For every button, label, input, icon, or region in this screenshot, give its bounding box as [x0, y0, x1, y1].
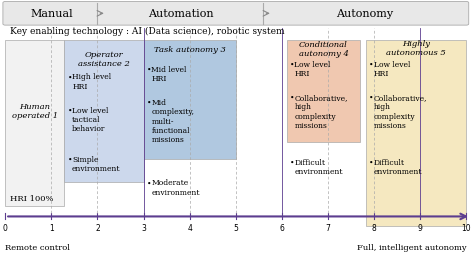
Text: Low level
HRI: Low level HRI: [374, 61, 410, 78]
Text: Autonomy: Autonomy: [337, 9, 393, 19]
Text: High level
HRI: High level HRI: [72, 73, 111, 90]
Text: 5: 5: [233, 223, 238, 232]
Text: •: •: [147, 99, 151, 107]
Text: Low level
HRI: Low level HRI: [294, 61, 331, 78]
Text: •: •: [369, 94, 374, 102]
Text: Difficult
environment: Difficult environment: [374, 158, 422, 175]
Text: Mid level
HRI: Mid level HRI: [151, 66, 187, 83]
Text: •: •: [290, 158, 294, 166]
Text: 1: 1: [49, 223, 54, 232]
Text: Collaborative,
high
complexity
missions: Collaborative, high complexity missions: [374, 94, 427, 129]
Text: Full, intelligent autonomy: Full, intelligent autonomy: [357, 243, 466, 251]
Text: •: •: [67, 73, 72, 81]
FancyBboxPatch shape: [144, 41, 236, 160]
Text: 3: 3: [141, 223, 146, 232]
Text: 10: 10: [462, 223, 471, 232]
Text: Difficult
environment: Difficult environment: [294, 158, 343, 175]
Text: Low level
tactical
behavior: Low level tactical behavior: [72, 106, 109, 133]
Text: 7: 7: [326, 223, 330, 232]
Text: •: •: [369, 158, 374, 166]
Text: Task autonomy 3: Task autonomy 3: [154, 46, 226, 54]
Text: HRI 100%: HRI 100%: [10, 194, 54, 202]
FancyBboxPatch shape: [287, 41, 360, 142]
FancyBboxPatch shape: [5, 41, 64, 207]
Text: Human
operated 1: Human operated 1: [12, 103, 58, 120]
Text: •: •: [67, 155, 72, 163]
Text: Conditional
autonomy 4: Conditional autonomy 4: [299, 41, 348, 58]
Text: Manual: Manual: [30, 9, 73, 19]
Text: Highly
autonomous 5: Highly autonomous 5: [386, 40, 446, 57]
Text: Collaborative,
high
complexity
missions: Collaborative, high complexity missions: [294, 94, 348, 129]
Text: Moderate
environment: Moderate environment: [151, 179, 200, 196]
Text: 2: 2: [95, 223, 100, 232]
FancyBboxPatch shape: [366, 41, 466, 227]
Text: •: •: [67, 106, 72, 114]
Text: •: •: [290, 61, 294, 69]
Text: •: •: [147, 179, 151, 187]
Text: 8: 8: [372, 223, 376, 232]
Text: Operator
assistance 2: Operator assistance 2: [78, 51, 130, 68]
Text: 4: 4: [187, 223, 192, 232]
Text: 6: 6: [280, 223, 284, 232]
FancyBboxPatch shape: [64, 41, 144, 182]
Text: Automation: Automation: [148, 9, 213, 19]
FancyBboxPatch shape: [3, 3, 469, 26]
Text: Mid
complexity,
multi-
functional
missions: Mid complexity, multi- functional missio…: [151, 99, 194, 144]
Text: 0: 0: [3, 223, 8, 232]
Text: •: •: [369, 61, 374, 69]
Text: Remote control: Remote control: [5, 243, 70, 251]
Text: 9: 9: [418, 223, 423, 232]
Text: Simple
environment: Simple environment: [72, 155, 120, 172]
Text: •: •: [147, 66, 151, 74]
Text: •: •: [290, 94, 294, 102]
Text: Key enabling technology : AI (Data science), robotic system: Key enabling technology : AI (Data scien…: [10, 27, 284, 36]
